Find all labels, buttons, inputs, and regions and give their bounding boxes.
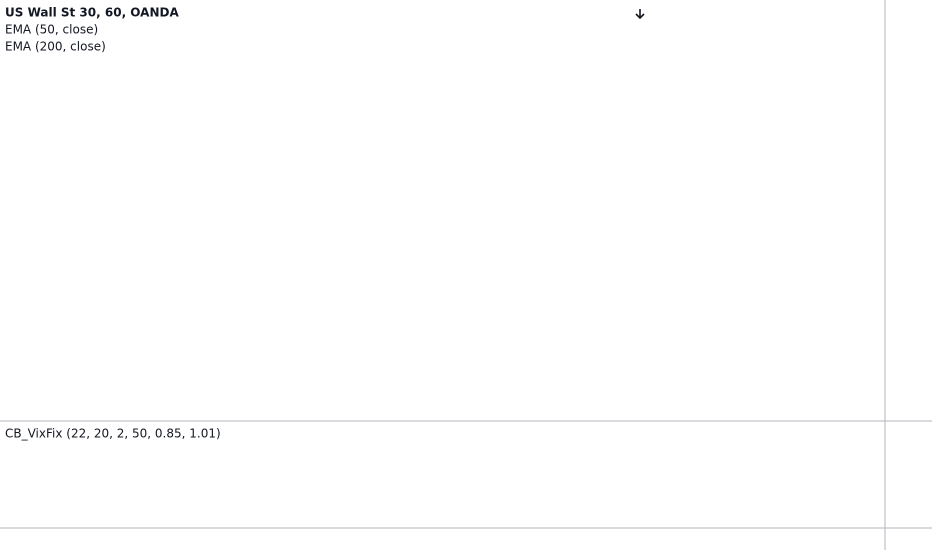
main-title: US Wall St 30, 60, OANDA [5,6,179,20]
indicator-title: CB_VixFix (22, 20, 2, 50, 0.85, 1.01) [5,427,221,441]
alert-arrow [635,9,645,20]
legend-entry: EMA (50, close) [5,23,98,37]
legend-entry: EMA (200, close) [5,40,106,54]
